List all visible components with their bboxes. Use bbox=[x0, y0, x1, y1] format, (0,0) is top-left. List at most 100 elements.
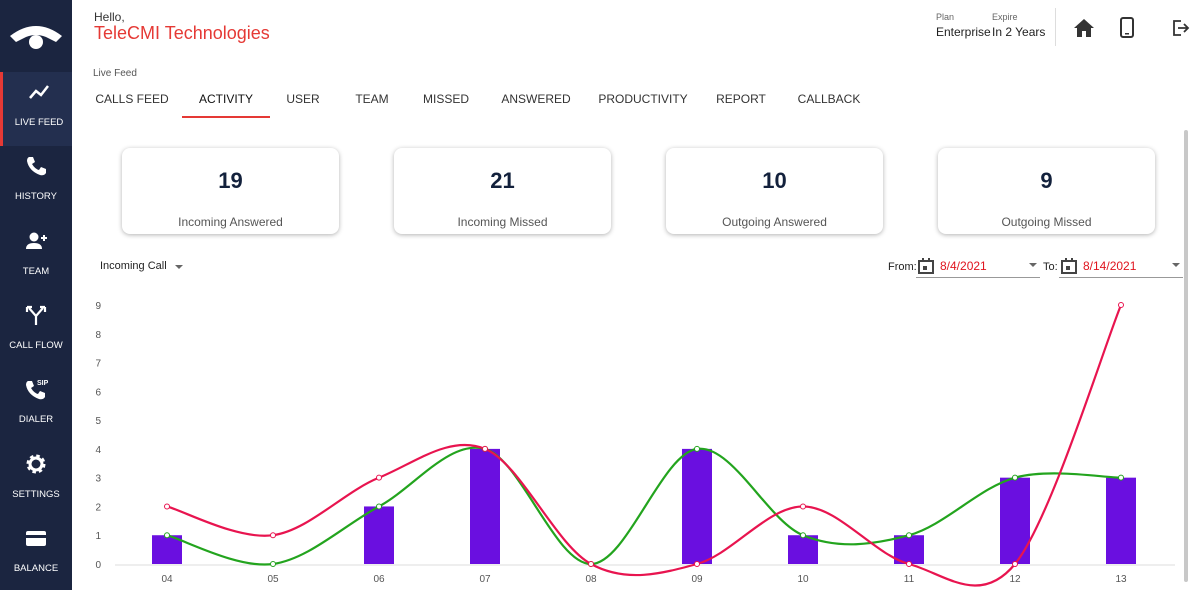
x-tick-label: 05 bbox=[267, 574, 279, 585]
x-tick-label: 07 bbox=[479, 574, 491, 585]
bar bbox=[364, 506, 394, 564]
logo bbox=[10, 26, 62, 49]
bar bbox=[152, 535, 182, 564]
stat-label: Outgoing Answered bbox=[722, 215, 827, 229]
x-tick-label: 04 bbox=[161, 574, 173, 585]
line-point bbox=[694, 445, 700, 452]
dropdown-caret[interactable] bbox=[1171, 261, 1181, 269]
nav-label: SETTINGS bbox=[12, 489, 60, 500]
plan: Enterprise bbox=[936, 25, 991, 39]
to-date[interactable]: 8/14/2021 bbox=[1083, 259, 1137, 273]
tab[interactable]: REPORT bbox=[716, 92, 766, 106]
nav-item[interactable]: SETTINGS bbox=[0, 444, 72, 518]
bar bbox=[470, 448, 500, 564]
stat-card: 21 Incoming Missed bbox=[394, 148, 611, 234]
line-point bbox=[270, 532, 276, 539]
tab-active[interactable]: ACTIVITY bbox=[198, 92, 254, 106]
calendar-icon[interactable] bbox=[1061, 258, 1077, 274]
divider bbox=[1055, 8, 1056, 46]
from-date[interactable]: 8/4/2021 bbox=[940, 259, 987, 273]
line-point bbox=[1012, 561, 1018, 567]
dropdown-caret[interactable] bbox=[174, 263, 184, 271]
y-tick-label: 9 bbox=[95, 301, 101, 312]
x-tick-label: 10 bbox=[797, 574, 809, 585]
tab[interactable]: TEAM bbox=[355, 92, 389, 106]
x-tick-label: 11 bbox=[904, 574, 915, 585]
stat-value: 10 bbox=[762, 168, 787, 193]
nav-label: TEAM bbox=[22, 266, 50, 277]
to-label: To: bbox=[1043, 261, 1058, 273]
tab[interactable]: USER bbox=[286, 92, 320, 106]
input-underline bbox=[916, 277, 1040, 278]
line-point bbox=[164, 532, 170, 539]
nav-label: LIVE FEED bbox=[14, 117, 64, 128]
breadcrumb: Live Feed bbox=[93, 68, 137, 79]
line-point bbox=[588, 561, 594, 567]
line-point bbox=[482, 445, 488, 452]
company-name: TeleCMI Technologies bbox=[94, 23, 270, 43]
stat-label: Incoming Answered bbox=[178, 215, 283, 229]
nav-label: CALL FLOW bbox=[9, 340, 63, 351]
greeting: Hello, bbox=[94, 10, 125, 24]
x-tick-label: 12 bbox=[1009, 574, 1021, 585]
bar bbox=[1106, 477, 1136, 564]
line-point bbox=[1012, 474, 1018, 481]
tab[interactable]: MISSED bbox=[422, 92, 470, 106]
home-icon[interactable] bbox=[1073, 17, 1095, 39]
call-type-select[interactable]: Incoming Call bbox=[100, 260, 167, 272]
bar bbox=[682, 448, 712, 564]
tab[interactable]: CALLS FEED bbox=[95, 92, 169, 106]
line-point bbox=[1118, 302, 1124, 308]
logout-icon[interactable] bbox=[1172, 19, 1190, 37]
stat-value: 21 bbox=[490, 168, 515, 193]
line bbox=[166, 304, 1123, 587]
stat-label: Outgoing Missed bbox=[1001, 215, 1092, 229]
line-point bbox=[376, 503, 382, 510]
y-tick-label: 3 bbox=[95, 474, 101, 485]
sidebar: LIVE FEED HISTORY TEAM CALL FLOW SIP DIAL… bbox=[0, 0, 72, 590]
stat-card: 19 Incoming Answered bbox=[122, 148, 339, 234]
calendar-icon[interactable] bbox=[918, 258, 934, 274]
y-tick-label: 0 bbox=[95, 560, 101, 571]
tab[interactable]: CALLBACK bbox=[797, 92, 861, 106]
y-tick-label: 5 bbox=[95, 416, 101, 427]
expire-label: Expire bbox=[992, 12, 1018, 22]
input-underline bbox=[1059, 277, 1183, 278]
dropdown-caret[interactable] bbox=[1028, 261, 1038, 269]
stat-value: 9 bbox=[1040, 168, 1053, 193]
plan-label: Plan bbox=[936, 12, 955, 22]
line-point bbox=[906, 561, 912, 567]
x-tick-label: 06 bbox=[373, 574, 385, 585]
mobile-icon[interactable] bbox=[1119, 17, 1135, 39]
nav-item[interactable]: BALANCE bbox=[0, 518, 72, 592]
tab[interactable]: ANSWERED bbox=[501, 92, 571, 106]
nav-item[interactable]: LIVE FEED bbox=[0, 72, 72, 146]
line-point bbox=[376, 474, 382, 481]
nav-item[interactable]: HISTORY bbox=[0, 146, 72, 220]
line bbox=[166, 446, 1122, 566]
line-point bbox=[164, 503, 170, 510]
nav-item[interactable]: SIP DIALER bbox=[0, 369, 72, 443]
stat-label: Incoming Missed bbox=[457, 215, 548, 229]
line-point bbox=[800, 503, 806, 510]
nav-item[interactable]: CALL FLOW bbox=[0, 295, 72, 369]
stat-value: 19 bbox=[218, 168, 243, 193]
x-tick-label: 13 bbox=[1115, 574, 1127, 585]
tab-indicator bbox=[182, 116, 270, 118]
line-point bbox=[906, 532, 912, 539]
scrollbar[interactable] bbox=[1184, 130, 1188, 582]
line-point bbox=[270, 561, 276, 567]
bar bbox=[788, 535, 818, 564]
expire: In 2 Years bbox=[992, 25, 1046, 39]
y-tick-label: 6 bbox=[95, 387, 101, 398]
line-point bbox=[1118, 474, 1124, 481]
from-label: From: bbox=[888, 261, 917, 273]
y-tick-label: 4 bbox=[95, 445, 101, 456]
x-tick-label: 09 bbox=[691, 574, 703, 585]
svg-text:SIP: SIP bbox=[37, 380, 48, 387]
tab[interactable]: PRODUCTIVITY bbox=[598, 92, 688, 106]
y-tick-label: 2 bbox=[95, 502, 101, 513]
nav-item[interactable]: TEAM bbox=[0, 221, 72, 295]
y-tick-label: 8 bbox=[95, 330, 101, 341]
